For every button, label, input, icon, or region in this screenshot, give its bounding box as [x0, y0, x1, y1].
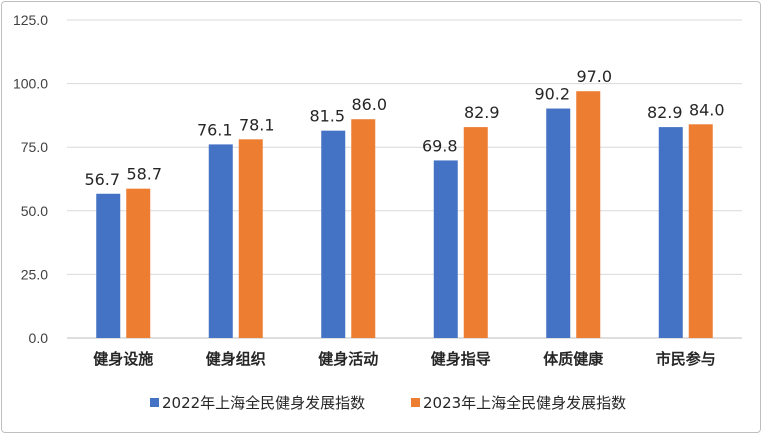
data-label: 84.0 [689, 100, 725, 119]
data-label: 81.5 [309, 107, 345, 126]
x-category-label: 健身设施 [93, 350, 153, 368]
y-axis-ticks: 0.0 25.0 50.0 75.0 100.0 125.0 [13, 12, 48, 346]
data-label: 56.7 [84, 170, 120, 189]
bar-2023 [463, 127, 488, 338]
data-label: 86.0 [351, 95, 387, 114]
legend-swatch [150, 398, 159, 407]
y-tick-label: 75.0 [21, 139, 48, 155]
data-labels: 56.7 58.7 76.1 78.1 81.5 86.0 69.8 82.9 90.2 97.0… [84, 67, 724, 189]
data-label: 76.1 [197, 120, 233, 139]
legend-label: 2023年上海全民健身发展指数 [423, 394, 626, 412]
bar-2022 [208, 144, 233, 338]
data-label: 90.2 [534, 85, 570, 104]
bars [96, 91, 713, 339]
x-category-label: 健身活动 [318, 350, 378, 368]
data-label: 82.9 [464, 103, 500, 122]
bar-2022 [96, 193, 121, 338]
bar-2022 [433, 160, 458, 338]
y-tick-label: 125.0 [13, 12, 48, 28]
x-category-label: 市民参与 [656, 350, 716, 368]
x-category-label: 健身组织 [206, 350, 266, 368]
legend: 2022年上海全民健身发展指数 2023年上海全民健身发展指数 [150, 394, 626, 412]
bar-2023 [688, 124, 713, 338]
legend-swatch [411, 398, 420, 407]
y-tick-label: 25.0 [21, 266, 48, 282]
data-label: 97.0 [576, 67, 612, 86]
x-category-label: 体质健康 [543, 350, 604, 368]
legend-label: 2022年上海全民健身发展指数 [162, 394, 365, 412]
x-axis-categories: 健身设施 健身组织 健身活动 健身指导 体质健康 市民参与 [93, 350, 716, 368]
data-label: 69.8 [422, 136, 458, 155]
y-tick-label: 0.0 [29, 330, 49, 346]
bar-2023 [126, 188, 151, 338]
data-label: 78.1 [239, 115, 275, 134]
bar-2022 [321, 130, 346, 338]
bar-2022 [546, 108, 571, 339]
y-tick-label: 100.0 [13, 76, 48, 92]
gridlines [67, 19, 742, 339]
bar-2023 [351, 119, 376, 338]
data-label: 82.9 [647, 103, 683, 122]
bar-2022 [658, 127, 683, 338]
x-category-label: 健身指导 [431, 350, 491, 368]
bar-2023 [238, 139, 263, 338]
data-label: 58.7 [126, 165, 162, 184]
bar-2023 [576, 91, 601, 339]
y-tick-label: 50.0 [21, 203, 48, 219]
